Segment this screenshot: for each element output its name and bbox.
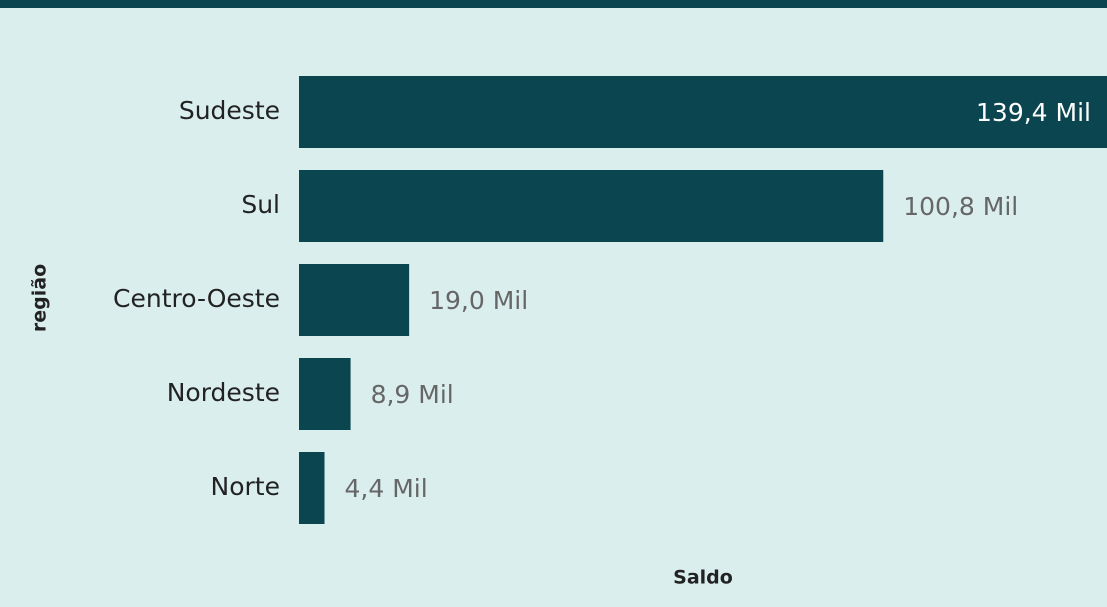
x-axis-label: Saldo [673, 567, 733, 589]
data-label: 139,4 Mil [976, 98, 1091, 127]
data-label: 8,9 Mil [371, 380, 454, 409]
y-tick-label: Nordeste [167, 378, 280, 407]
bar [299, 76, 1107, 148]
y-tick-label: Norte [211, 472, 280, 501]
bar [299, 452, 325, 524]
y-tick-label: Sul [241, 190, 280, 219]
y-tick-label: Centro-Oeste [113, 284, 280, 313]
bar [299, 170, 884, 242]
data-label: 4,4 Mil [345, 474, 428, 503]
data-label: 19,0 Mil [429, 286, 528, 315]
bar [299, 264, 410, 336]
bar [299, 358, 351, 430]
data-label: 100,8 Mil [903, 192, 1018, 221]
title-strip [0, 0, 1107, 8]
y-tick-label: Sudeste [179, 96, 280, 125]
y-axis-label: região [29, 264, 51, 332]
